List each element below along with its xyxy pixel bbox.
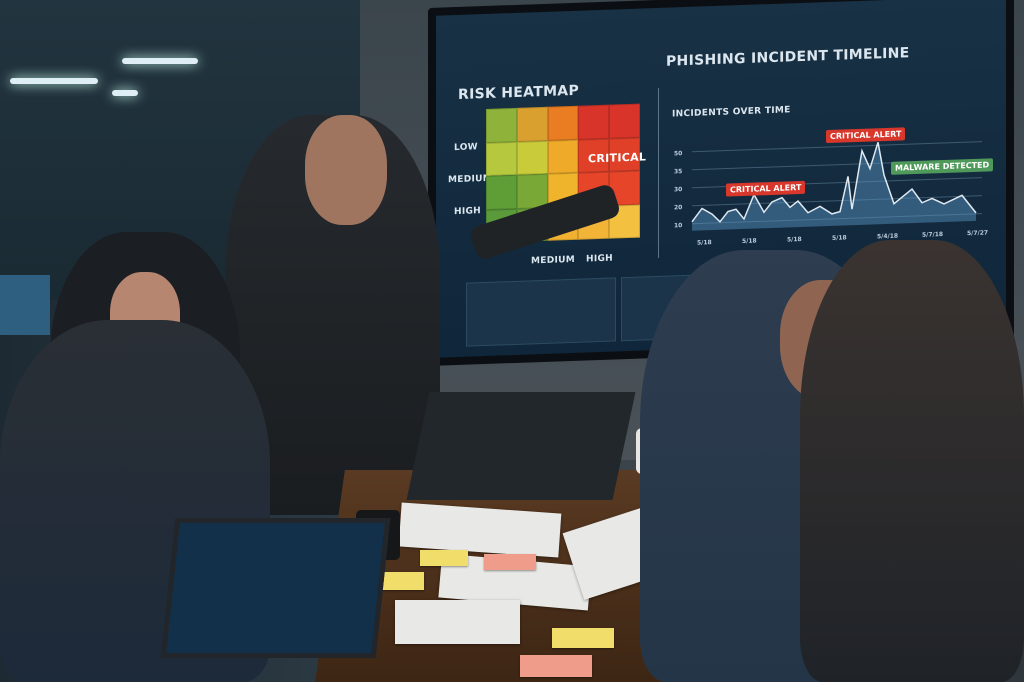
x-tick-label: 5/7/27	[967, 229, 988, 237]
x-tick-label: 5/18	[742, 238, 757, 246]
y-tick-label: 20	[674, 204, 682, 211]
y-tick-label: 50	[674, 150, 682, 157]
heatmap-cell	[486, 174, 517, 210]
timeline-title: PHISHING INCIDENT TIMELINE	[666, 45, 910, 70]
person-foreground-right	[800, 240, 1024, 682]
dashboard-screen: RISK HEATMAP LOW MEDIUM HIGH CRITICAL ME…	[436, 0, 1006, 358]
incident-line-chart: 50 35 30 20 10 5/18 5/18 5/18 5/18 5/4/18 5/7/18 5/…	[674, 141, 988, 247]
gridline	[692, 213, 982, 225]
y-tick-label: 30	[674, 186, 682, 193]
heatmap-critical-label: CRITICAL	[588, 150, 647, 166]
gridline	[692, 195, 982, 207]
gridline	[692, 141, 982, 153]
x-tick-label: 5/4/18	[877, 233, 898, 241]
heatmap-cell	[547, 139, 579, 174]
heatmap-cell	[516, 106, 548, 142]
annotation-critical-alert: CRITICAL ALERT	[826, 127, 906, 144]
background-monitor	[0, 275, 50, 335]
y-tick-label: 35	[674, 168, 682, 175]
divider	[658, 87, 659, 258]
heatmap-title: RISK HEATMAP	[458, 82, 580, 103]
info-panel	[466, 277, 616, 347]
ceiling-light	[112, 90, 138, 96]
laptop-foreground	[160, 518, 391, 658]
sticky-note	[552, 628, 614, 648]
laptop	[406, 392, 636, 500]
paper-document	[395, 600, 520, 644]
heatmap-cell	[516, 140, 548, 175]
sticky-note	[484, 554, 536, 570]
heatmap-row-label: LOW	[454, 142, 478, 154]
presenter-head	[305, 115, 387, 225]
heatmap-cell	[516, 173, 548, 209]
sticky-note	[420, 550, 468, 566]
timeline-subtitle: INCIDENTS OVER TIME	[672, 105, 791, 120]
annotation-critical-alert: CRITICAL ALERT	[726, 180, 806, 197]
chart-area	[692, 142, 976, 231]
heatmap-cell	[578, 104, 610, 140]
ceiling-light	[10, 78, 98, 84]
x-tick-label: 5/7/18	[922, 231, 943, 239]
heatmap-cell	[486, 107, 517, 143]
sticky-note	[520, 655, 592, 677]
heatmap-row-label: HIGH	[454, 206, 482, 218]
x-tick-label: 5/18	[787, 236, 802, 244]
wall-display: RISK HEATMAP LOW MEDIUM HIGH CRITICAL ME…	[428, 0, 1014, 366]
chart-line	[691, 142, 977, 223]
heatmap-cell	[609, 103, 640, 139]
y-tick-label: 10	[674, 222, 682, 229]
heatmap-col-label: MEDIUM	[531, 254, 575, 267]
heatmap-col-label: HIGH	[586, 253, 614, 265]
heatmap-cell	[547, 105, 579, 141]
heatmap-cell	[486, 141, 517, 176]
ceiling-light	[122, 58, 198, 64]
x-tick-label: 5/18	[697, 239, 712, 247]
x-tick-label: 5/18	[832, 234, 847, 242]
